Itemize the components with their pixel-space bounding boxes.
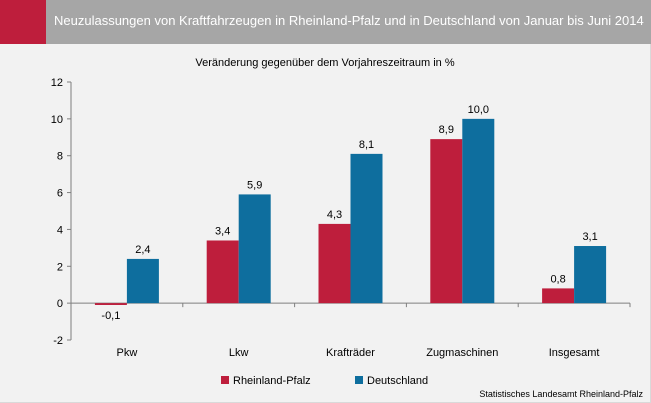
bar-deutschland [350,153,383,304]
x-tick-label: Insgesamt [549,347,600,359]
legend-swatch [355,376,363,384]
legend-label: Rheinland-Pfalz [233,375,311,387]
legend-label: Deutschland [367,375,428,387]
y-tick-label: 2 [57,261,63,273]
data-label: 3,1 [582,231,597,243]
data-label: 8,9 [439,124,454,136]
y-tick-label: 10 [51,114,63,126]
bar-rheinland-pfalz [430,139,463,304]
header-accent-block [0,0,46,44]
x-tick-label: Lkw [229,347,249,359]
chart-header: Neuzulassungen von Kraftfahrzeugen in Rh… [0,0,651,44]
y-tick-label: 12 [51,77,63,89]
bar-rheinland-pfalz [542,288,575,304]
bar-deutschland [126,258,159,304]
data-label: 4,3 [327,209,342,221]
chart-title: Neuzulassungen von Kraftfahrzeugen in Rh… [54,13,644,28]
chart-subtitle: Veränderung gegenüber dem Vorjahreszeitr… [195,57,454,69]
header-title-bar: Neuzulassungen von Kraftfahrzeugen in Rh… [46,0,651,44]
x-tick-label: Pkw [117,347,138,359]
data-label: -0,1 [101,310,120,322]
data-label: 2,4 [135,244,150,256]
source-note: Statistisches Landesamt Rheinland-Pfalz [479,389,643,399]
data-label: 10,0 [468,104,489,116]
bar-deutschland [238,194,271,304]
bar-rheinland-pfalz [94,303,127,305]
bar-rheinland-pfalz [318,223,351,304]
legend-swatch [221,376,229,384]
data-label: 3,4 [215,225,230,237]
chart-bars: -0,1 2,4 3,4 5,9 4,3 8,1 8,9 10,0 0,8 3,1 [94,104,607,322]
bar-rheinland-pfalz [206,240,239,304]
bar-deutschland [574,246,607,304]
data-label: 8,1 [359,139,374,151]
y-tick-label: 8 [57,151,63,163]
x-tick-label: Zugmaschinen [426,347,498,359]
chart-legend: Rheinland-Pfalz Deutschland [221,375,428,387]
y-tick-label: 6 [57,188,63,200]
x-tick-label: Krafträder [326,347,375,359]
y-tick-label: 0 [57,298,63,310]
y-tick-label: 4 [57,224,63,236]
bar-deutschland [462,118,495,304]
y-tick-label: -2 [53,335,63,347]
data-label: 0,8 [550,273,565,285]
data-label: 5,9 [247,179,262,191]
